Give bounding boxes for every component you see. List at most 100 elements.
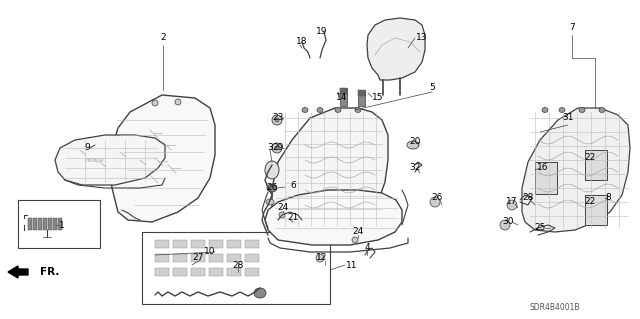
Circle shape bbox=[507, 200, 517, 210]
Text: 20: 20 bbox=[410, 137, 420, 146]
Bar bbox=[155, 268, 169, 276]
Polygon shape bbox=[272, 108, 388, 232]
Circle shape bbox=[316, 254, 324, 262]
Ellipse shape bbox=[254, 288, 266, 298]
Bar bbox=[227, 254, 241, 262]
Text: 31: 31 bbox=[563, 114, 573, 122]
Text: 18: 18 bbox=[296, 38, 308, 47]
Bar bbox=[535, 162, 557, 194]
Ellipse shape bbox=[267, 184, 277, 192]
Text: 2: 2 bbox=[160, 33, 166, 42]
Bar bbox=[53, 218, 57, 230]
Circle shape bbox=[352, 237, 358, 243]
Circle shape bbox=[430, 197, 440, 207]
Text: 21: 21 bbox=[287, 213, 299, 222]
Text: 8: 8 bbox=[605, 194, 611, 203]
Text: 17: 17 bbox=[506, 197, 518, 206]
Bar bbox=[585, 195, 607, 225]
Text: 28: 28 bbox=[232, 261, 244, 270]
Polygon shape bbox=[522, 108, 630, 232]
Text: 25: 25 bbox=[534, 224, 546, 233]
Ellipse shape bbox=[317, 108, 323, 113]
Text: 5: 5 bbox=[429, 84, 435, 93]
Bar bbox=[155, 254, 169, 262]
Bar bbox=[28, 218, 32, 230]
Circle shape bbox=[275, 146, 279, 150]
Text: 19: 19 bbox=[316, 27, 328, 36]
Ellipse shape bbox=[542, 108, 548, 113]
Bar bbox=[191, 240, 205, 248]
Polygon shape bbox=[265, 190, 402, 245]
Polygon shape bbox=[55, 135, 165, 185]
Circle shape bbox=[272, 143, 282, 153]
Ellipse shape bbox=[355, 108, 361, 113]
Ellipse shape bbox=[579, 108, 585, 113]
Bar bbox=[227, 240, 241, 248]
Text: 6: 6 bbox=[290, 181, 296, 189]
Circle shape bbox=[152, 100, 158, 106]
Text: 26: 26 bbox=[431, 194, 443, 203]
Bar bbox=[18, 200, 100, 248]
Text: 29: 29 bbox=[272, 144, 284, 152]
Text: 13: 13 bbox=[416, 33, 428, 42]
Ellipse shape bbox=[302, 108, 308, 113]
Ellipse shape bbox=[265, 161, 279, 179]
Circle shape bbox=[275, 118, 279, 122]
Bar bbox=[38, 218, 42, 230]
Bar bbox=[340, 88, 347, 94]
Ellipse shape bbox=[266, 199, 274, 205]
Text: 14: 14 bbox=[336, 93, 348, 102]
Text: 22: 22 bbox=[584, 197, 596, 206]
Bar bbox=[209, 240, 223, 248]
Text: 7: 7 bbox=[569, 24, 575, 33]
Text: 24: 24 bbox=[277, 204, 289, 212]
Polygon shape bbox=[367, 18, 425, 80]
Bar bbox=[209, 254, 223, 262]
Ellipse shape bbox=[599, 108, 605, 113]
Bar bbox=[173, 254, 187, 262]
Circle shape bbox=[279, 212, 285, 218]
Text: 3: 3 bbox=[267, 143, 273, 152]
Circle shape bbox=[272, 115, 282, 125]
Bar bbox=[173, 268, 187, 276]
Bar bbox=[340, 88, 347, 106]
Bar bbox=[142, 232, 330, 304]
Bar bbox=[33, 218, 37, 230]
Bar bbox=[358, 90, 365, 96]
Text: 9: 9 bbox=[84, 144, 90, 152]
Text: 15: 15 bbox=[372, 93, 384, 102]
Ellipse shape bbox=[407, 141, 419, 149]
Text: 26: 26 bbox=[266, 183, 278, 192]
Bar bbox=[358, 90, 365, 106]
Bar bbox=[173, 240, 187, 248]
Bar bbox=[191, 268, 205, 276]
Text: 22: 22 bbox=[584, 153, 596, 162]
Circle shape bbox=[175, 99, 181, 105]
Ellipse shape bbox=[559, 108, 565, 113]
Text: 10: 10 bbox=[204, 248, 216, 256]
Text: 12: 12 bbox=[316, 254, 328, 263]
Text: HONDA: HONDA bbox=[86, 158, 104, 163]
Bar bbox=[227, 268, 241, 276]
Bar bbox=[245, 268, 259, 276]
Text: 28: 28 bbox=[522, 194, 534, 203]
Bar bbox=[245, 240, 259, 248]
Bar bbox=[209, 268, 223, 276]
Text: 32: 32 bbox=[410, 164, 420, 173]
Bar bbox=[191, 254, 205, 262]
Bar bbox=[43, 218, 47, 230]
Text: 11: 11 bbox=[346, 261, 358, 270]
Text: 23: 23 bbox=[272, 114, 284, 122]
Bar bbox=[58, 218, 62, 230]
Text: 27: 27 bbox=[192, 254, 204, 263]
Text: SDR4B4001B: SDR4B4001B bbox=[530, 303, 580, 313]
Text: 4: 4 bbox=[364, 243, 370, 253]
Polygon shape bbox=[8, 266, 28, 278]
Bar bbox=[48, 218, 52, 230]
Text: 16: 16 bbox=[537, 164, 548, 173]
Polygon shape bbox=[110, 95, 215, 222]
Text: 24: 24 bbox=[353, 227, 364, 236]
Ellipse shape bbox=[335, 108, 341, 113]
Text: FR.: FR. bbox=[40, 267, 60, 277]
Bar bbox=[585, 150, 607, 180]
